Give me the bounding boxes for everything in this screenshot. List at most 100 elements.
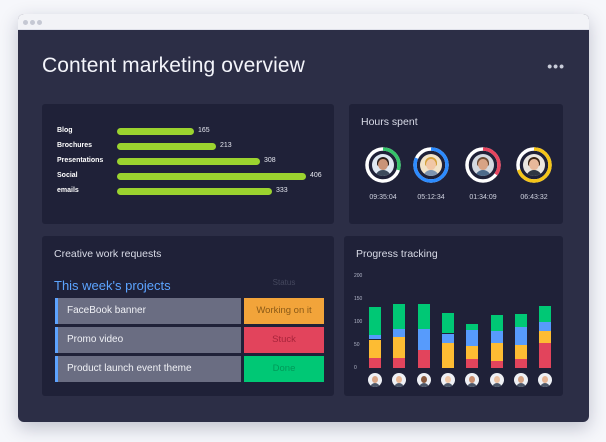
progress-ring-arc [516, 147, 552, 183]
progress-bar-segment-red [466, 358, 478, 368]
creative-requests-panel: Creative work requests This week's proje… [42, 236, 334, 396]
content-type-label: Presentations [57, 157, 104, 164]
window-dot [37, 20, 42, 25]
progress-bar-segment-red [539, 342, 551, 368]
panel-title: Progress tracking [356, 248, 438, 260]
avatar-photo [372, 154, 394, 176]
hours-time-label: 06:43:32 [520, 194, 548, 201]
more-horizontal-icon[interactable]: ••• [547, 58, 565, 74]
hours-time-label: 05:12:34 [417, 194, 445, 201]
assignee-avatar[interactable] [392, 373, 406, 387]
progress-bar-segment-blue [442, 333, 454, 343]
progress-bar-segment-yellow [491, 342, 503, 362]
progress-bar-segment-red [369, 357, 381, 368]
assignee-avatar[interactable] [514, 373, 528, 387]
user-avatar[interactable] [514, 145, 554, 185]
progress-bar-segment-yellow [369, 339, 381, 358]
progress-ring [413, 147, 449, 183]
progress-tracking-panel: Progress tracking 200 150 100 50 0 [344, 236, 563, 396]
assignee-avatar[interactable] [417, 373, 431, 387]
progress-bar-segment-red [515, 358, 527, 368]
progress-ring [516, 147, 552, 183]
y-axis-tick: 150 [354, 296, 363, 302]
content-count-bar [117, 158, 260, 165]
progress-ring-arc [365, 147, 401, 183]
project-row-name[interactable]: Product launch event theme [55, 356, 241, 382]
avatar-photo [523, 154, 545, 176]
user-avatar[interactable] [411, 145, 451, 185]
progress-bar-segment-yellow [442, 342, 454, 368]
content-count-value: 333 [276, 187, 288, 194]
progress-bar-segment-red [491, 361, 503, 368]
progress-bar-segment-red [418, 349, 430, 368]
window-dot [23, 20, 28, 25]
progress-bar-segment-blue [393, 328, 405, 338]
status-column-header: Status [272, 278, 296, 287]
content-count-value: 213 [220, 142, 232, 149]
progress-bar-segment-yellow [466, 345, 478, 359]
progress-bar-segment-green [515, 313, 527, 327]
content-count-bar [117, 188, 272, 195]
content-type-label: Blog [57, 127, 73, 134]
user-avatar[interactable] [463, 145, 503, 185]
hours-time-label: 09:35:04 [369, 194, 397, 201]
content-type-label: Social [57, 172, 78, 179]
assignee-avatar[interactable] [441, 373, 455, 387]
progress-bar-segment-blue [418, 328, 430, 350]
y-axis-tick: 100 [354, 319, 363, 325]
progress-bar-segment-green [418, 303, 430, 329]
content-count-bar [117, 143, 216, 150]
projects-group-title[interactable]: This week's projects [54, 278, 171, 293]
content-count-value: 308 [264, 157, 276, 164]
content-counts-panel: Blog 165 Brochures 213 Presentations 308 Socia… [42, 104, 334, 224]
progress-bar-segment-green [491, 315, 503, 332]
progress-bar-segment-green [539, 305, 551, 322]
panel-title: Creative work requests [54, 248, 162, 260]
content-count-bar [117, 128, 194, 135]
content-count-value: 165 [198, 127, 210, 134]
assignee-avatar[interactable] [368, 373, 382, 387]
avatar-photo [420, 154, 442, 176]
app-window: Content marketing overview ••• Blog 165 Br… [18, 14, 589, 422]
progress-ring [465, 147, 501, 183]
progress-bar-segment-blue [515, 326, 527, 345]
y-axis-tick: 200 [354, 273, 363, 279]
progress-ring-arc [413, 147, 449, 183]
window-titlebar [18, 14, 589, 30]
progress-bar-segment-green [369, 307, 381, 335]
status-cell[interactable]: Done [244, 356, 324, 382]
project-row-name[interactable]: FaceBook banner [55, 298, 241, 324]
progress-bar-segment-red [393, 357, 405, 368]
project-row-name[interactable]: Promo video [55, 327, 241, 353]
avatar-photo [472, 154, 494, 176]
progress-bar-segment-yellow [393, 337, 405, 358]
progress-bar-segment-blue [466, 329, 478, 346]
progress-bar-segment-blue [539, 322, 551, 332]
progress-bar-segment-yellow [539, 331, 551, 343]
content-type-label: Brochures [57, 142, 93, 149]
window-dot [30, 20, 35, 25]
page-title: Content marketing overview [42, 54, 305, 77]
user-avatar[interactable] [363, 145, 403, 185]
status-cell[interactable]: Working on it [244, 298, 324, 324]
progress-bar-segment-green [393, 303, 405, 329]
progress-ring-arc [465, 147, 501, 183]
progress-ring [365, 147, 401, 183]
progress-bar-segment-green [442, 312, 454, 334]
status-cell[interactable]: Stuck [244, 327, 324, 353]
progress-bar-segment-blue [491, 331, 503, 343]
hours-spent-panel: Hours spent 09:35:04 05:12:34 01:34:09 06:4… [349, 104, 563, 224]
progress-bar-segment-green [466, 324, 478, 330]
assignee-avatar[interactable] [490, 373, 504, 387]
content-count-value: 406 [310, 172, 322, 179]
panel-title: Hours spent [361, 116, 418, 128]
assignee-avatar[interactable] [465, 373, 479, 387]
assignee-avatar[interactable] [538, 373, 552, 387]
hours-time-label: 01:34:09 [469, 194, 497, 201]
content-type-label: emails [57, 187, 79, 194]
y-axis-tick: 50 [354, 342, 360, 348]
progress-bar-segment-yellow [515, 345, 527, 359]
progress-bar-segment-blue [369, 334, 381, 340]
y-axis-tick: 0 [354, 365, 357, 371]
content-count-bar [117, 173, 306, 180]
